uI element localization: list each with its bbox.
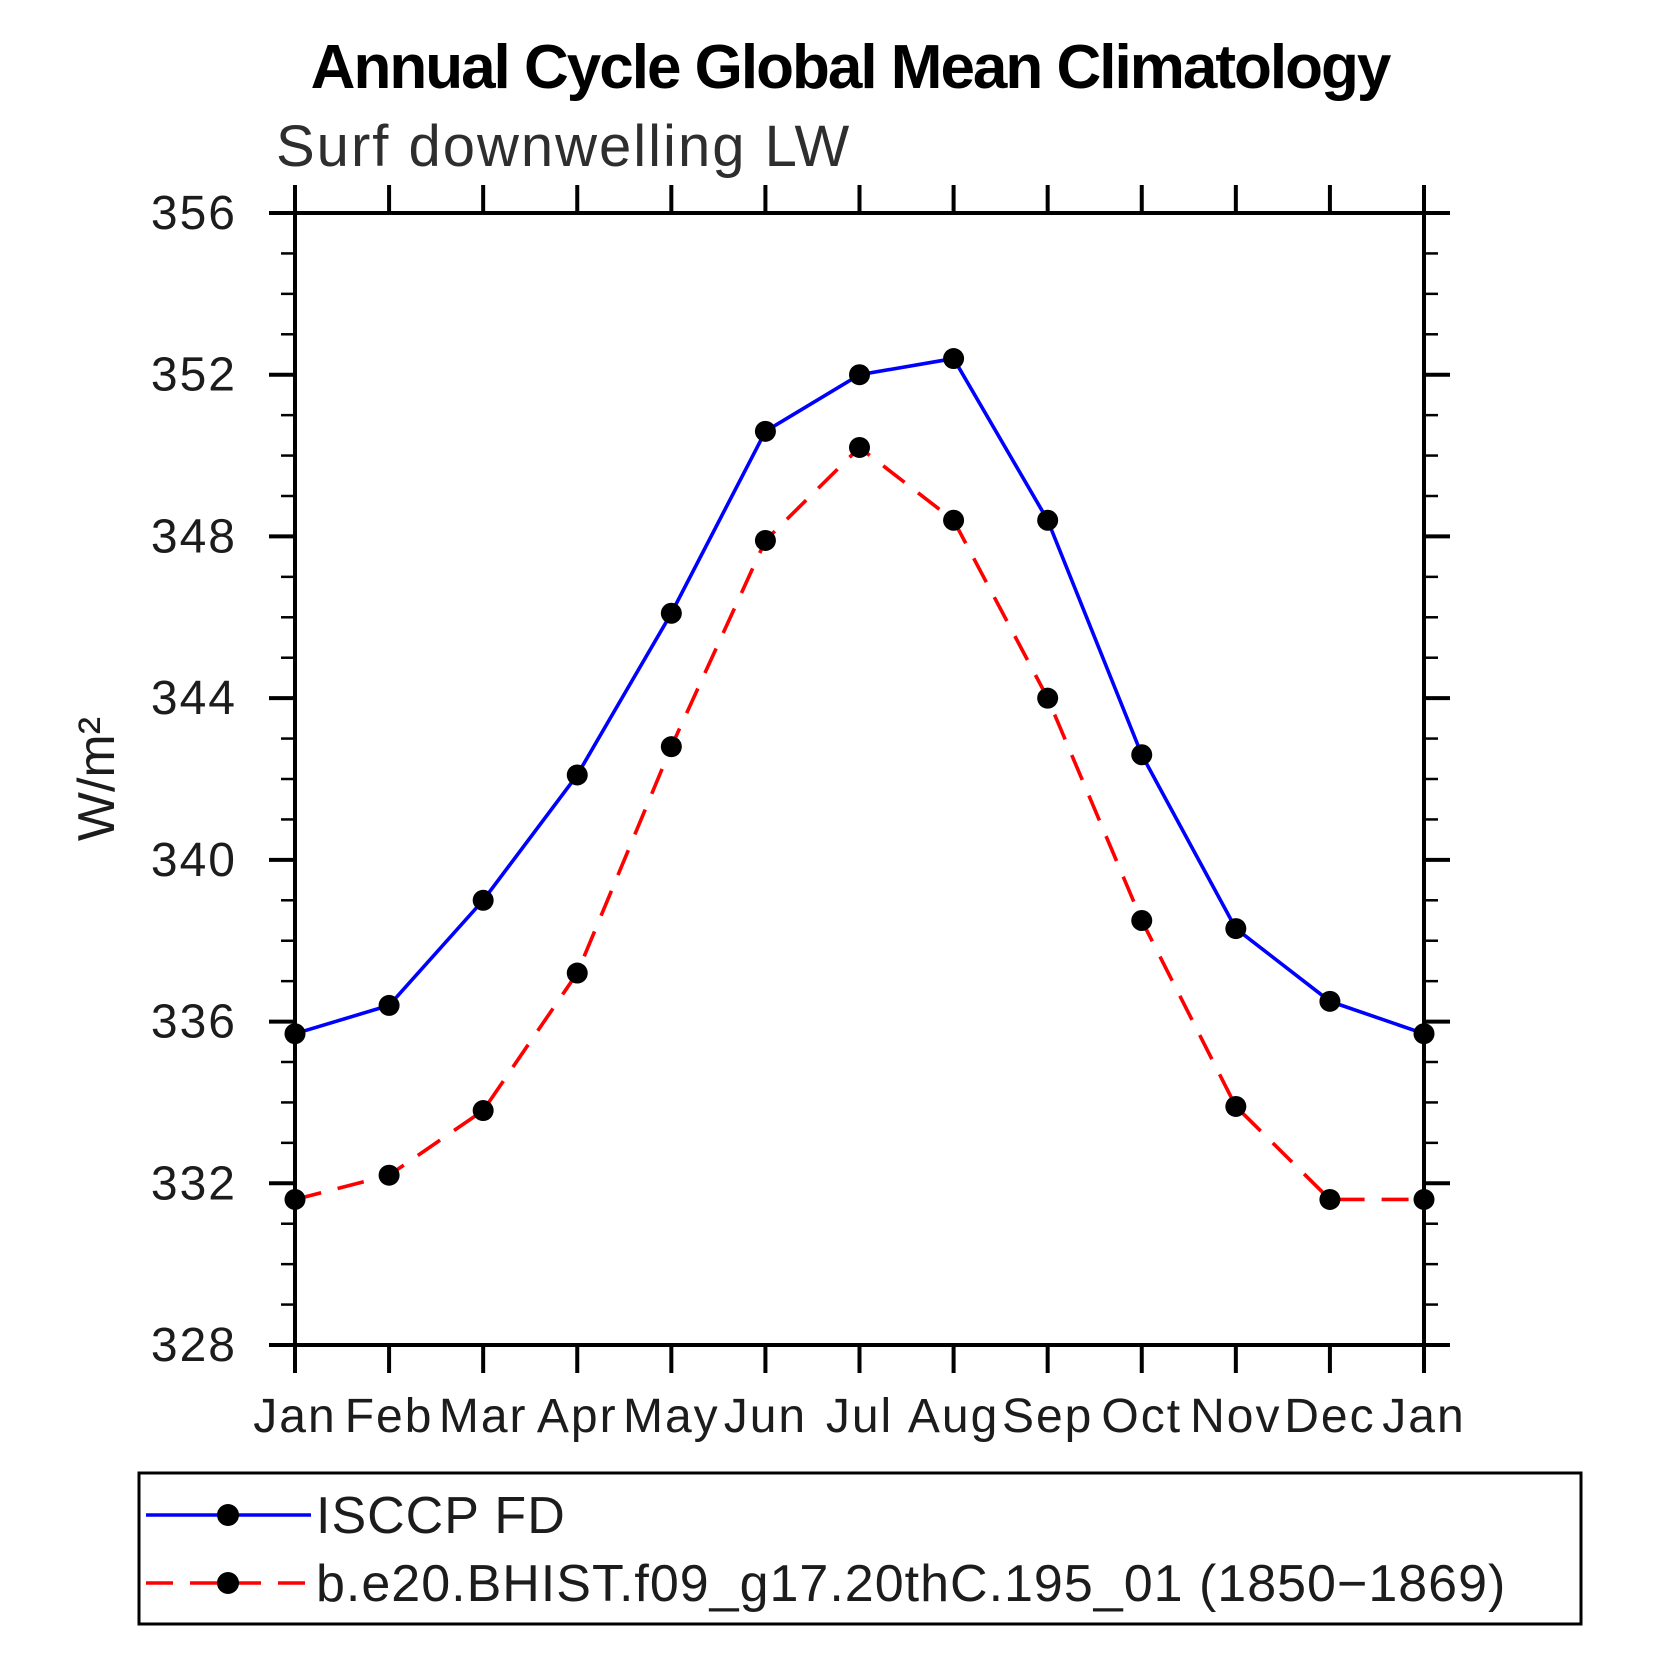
legend-item-isccp-fd: ISCCP FD [146,1487,566,1545]
data-point-marker [660,602,682,624]
data-point-marker [1413,1023,1435,1045]
series-line-1 [294,445,1424,1202]
data-point-marker [378,994,400,1016]
x-tick-label: Jan [1382,1390,1465,1443]
data-point-marker [660,736,682,758]
x-tick-label: Apr [537,1390,618,1443]
legend: ISCCP FD b.e20.BHIST.f09_g17.20thC.195_0… [137,1471,1583,1626]
data-point-marker [1413,1188,1435,1210]
chart-title: Annual Cycle Global Mean Climatology [311,33,1392,102]
titles: Annual Cycle Global Mean Climatology Sur… [68,33,1394,841]
y-tick-label: 336 [151,996,237,1049]
data-point-marker [566,962,588,984]
x-tick-label: Mar [439,1390,528,1443]
chart-subtitle: Surf downwelling LW [276,114,851,179]
legend-marker-circle [217,1504,239,1526]
data-point-marker [849,436,870,458]
data-point-marker [284,1023,306,1045]
legend-item-model-run: b.e20.BHIST.f09_g17.20thC.195_01 (1850−1… [146,1555,1506,1613]
x-tick-label: Jan [253,1390,336,1443]
legend-label-isccp-fd: ISCCP FD [316,1487,566,1545]
plot-area [284,348,1435,1210]
data-point-marker [1131,744,1153,766]
y-tick-label: 356 [151,187,237,240]
legend-box [137,1471,1583,1626]
axes [269,185,1450,1373]
data-point-marker [943,509,965,531]
data-point-marker [566,764,588,786]
legend-label-model-run: b.e20.BHIST.f09_g17.20thC.195_01 (1850−1… [316,1555,1506,1613]
data-point-marker [1225,918,1247,940]
data-point-marker [1037,687,1059,709]
x-tick-label: Nov [1190,1390,1281,1443]
data-point-marker [1225,1095,1247,1117]
x-tick-label: Sep [1002,1390,1093,1443]
data-point-marker [1037,509,1059,531]
data-point-marker [754,420,776,442]
data-point-marker [284,1188,306,1210]
y-tick-label: 328 [151,1319,237,1372]
y-tick-label: 352 [151,349,237,402]
y-tick-label: 332 [151,1157,237,1210]
axis-labels: Jan Feb Mar Apr May Jun Jul Aug Sep Oct Nov Dec Jan3… [151,187,1465,1443]
data-point-marker [943,348,965,370]
legend-marker-circle [217,1572,239,1594]
x-tick-label: Jun [724,1390,807,1443]
data-point-marker [472,889,494,911]
series-line-0 [294,356,1425,1036]
x-tick-label: Dec [1284,1390,1375,1443]
x-tick-label: May [623,1390,720,1443]
x-tick-label: Aug [908,1390,999,1443]
data-point-marker [754,529,776,551]
y-tick-label: 348 [151,510,237,563]
y-axis-title: W/m² [68,717,126,841]
data-point-marker [378,1164,400,1186]
x-tick-label: Jul [826,1390,893,1443]
data-point-marker [849,364,870,386]
data-point-marker [472,1100,494,1122]
data-point-marker [1319,990,1341,1012]
data-point-marker [1131,910,1153,931]
x-tick-label: Oct [1101,1390,1182,1443]
x-tick-label: Feb [345,1390,434,1443]
y-tick-label: 344 [151,672,237,725]
y-tick-label: 340 [151,834,237,887]
data-point-marker [1319,1188,1341,1210]
